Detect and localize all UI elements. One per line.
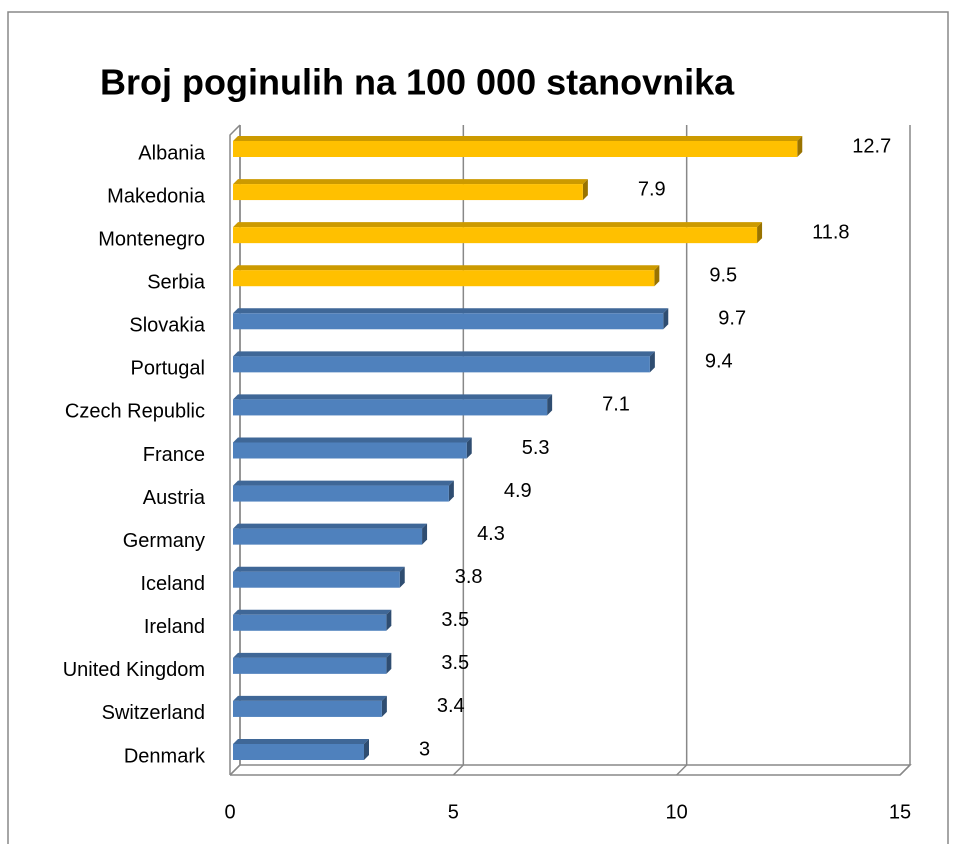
bar bbox=[233, 270, 655, 287]
y-tick-label: Serbia bbox=[147, 271, 206, 293]
y-tick-label: Denmark bbox=[124, 745, 206, 767]
bar-side bbox=[386, 652, 392, 674]
floor bbox=[230, 764, 912, 776]
y-tick-label: Portugal bbox=[131, 358, 206, 380]
bar-top bbox=[233, 523, 428, 529]
bar-side bbox=[466, 437, 472, 459]
x-tick-label: 5 bbox=[448, 801, 459, 823]
data-label: 3.5 bbox=[441, 652, 469, 674]
bar-top bbox=[233, 437, 472, 443]
x-tick-label: 0 bbox=[224, 801, 235, 823]
bar bbox=[233, 227, 758, 244]
bar-top bbox=[233, 136, 803, 141]
bar-top bbox=[233, 265, 660, 271]
bar bbox=[233, 399, 548, 416]
data-label: 4.9 bbox=[504, 480, 532, 502]
data-label: 3 bbox=[419, 738, 430, 760]
x-tick-label: 15 bbox=[889, 801, 911, 823]
bar-top bbox=[233, 695, 387, 701]
data-label: 12.7 bbox=[852, 135, 891, 157]
bar bbox=[233, 313, 664, 330]
bar-top bbox=[233, 351, 655, 357]
bar-side bbox=[422, 523, 428, 545]
data-label: 9.7 bbox=[718, 308, 746, 330]
bar-side bbox=[654, 265, 660, 287]
grid-line bbox=[229, 125, 241, 776]
y-tick-label: United Kingdom bbox=[63, 659, 205, 681]
data-label: 3.5 bbox=[441, 609, 469, 631]
bar-side bbox=[582, 179, 588, 201]
bar bbox=[233, 485, 449, 502]
data-label: 9.4 bbox=[705, 351, 733, 373]
y-tick-label: Albania bbox=[138, 142, 206, 164]
y-tick-label: Iceland bbox=[141, 573, 206, 595]
bar-top bbox=[233, 308, 669, 314]
bar-side bbox=[797, 136, 803, 157]
data-label: 3.4 bbox=[437, 695, 465, 717]
bar bbox=[233, 614, 387, 631]
y-tick-label: Slovakia bbox=[129, 315, 205, 337]
y-tick-label: Montenegro bbox=[98, 228, 205, 250]
bar bbox=[233, 141, 798, 157]
y-tick-label: Czech Republic bbox=[65, 401, 205, 423]
bar-top bbox=[233, 394, 553, 400]
bar-top bbox=[233, 652, 392, 658]
data-label: 9.5 bbox=[709, 264, 737, 286]
bar-side bbox=[663, 308, 669, 330]
data-label: 5.3 bbox=[522, 437, 550, 459]
bar bbox=[233, 571, 400, 588]
y-tick-label: France bbox=[143, 444, 205, 466]
bar-top bbox=[233, 566, 405, 572]
bar-top bbox=[233, 739, 369, 744]
grid-line bbox=[899, 125, 911, 776]
y-tick-label: Switzerland bbox=[102, 702, 205, 724]
bar-side bbox=[364, 739, 369, 760]
bar bbox=[233, 700, 382, 717]
bar bbox=[233, 184, 583, 201]
bar bbox=[233, 744, 364, 760]
bar-top bbox=[233, 179, 588, 185]
bar bbox=[233, 356, 650, 373]
y-tick-label: Germany bbox=[123, 530, 205, 552]
bar bbox=[233, 528, 423, 545]
bar-side bbox=[547, 394, 553, 416]
data-label: 3.8 bbox=[455, 566, 483, 588]
bar bbox=[233, 657, 387, 674]
grid-line bbox=[676, 125, 688, 776]
data-label: 4.3 bbox=[477, 523, 505, 545]
frame bbox=[7, 11, 949, 844]
bar-side bbox=[381, 695, 387, 717]
y-tick-label: Austria bbox=[143, 487, 206, 509]
x-tick-label: 10 bbox=[666, 801, 688, 823]
chart-title: Broj poginulih na 100 000 stanovnika bbox=[100, 62, 735, 103]
y-tick-label: Ireland bbox=[144, 616, 205, 638]
bar-side bbox=[399, 566, 405, 588]
bar-side bbox=[386, 609, 392, 631]
bar-top bbox=[233, 480, 454, 486]
bar-side bbox=[448, 480, 454, 502]
bar-top bbox=[233, 222, 763, 228]
data-label: 11.8 bbox=[812, 221, 849, 243]
data-label: 7.9 bbox=[638, 178, 666, 200]
y-tick-label: Makedonia bbox=[107, 185, 206, 207]
bar-side bbox=[757, 222, 763, 244]
bar-top bbox=[233, 609, 392, 615]
bar bbox=[233, 442, 467, 459]
grid-line bbox=[452, 125, 465, 776]
data-label: 7.1 bbox=[602, 394, 630, 416]
bar-side bbox=[649, 351, 655, 373]
